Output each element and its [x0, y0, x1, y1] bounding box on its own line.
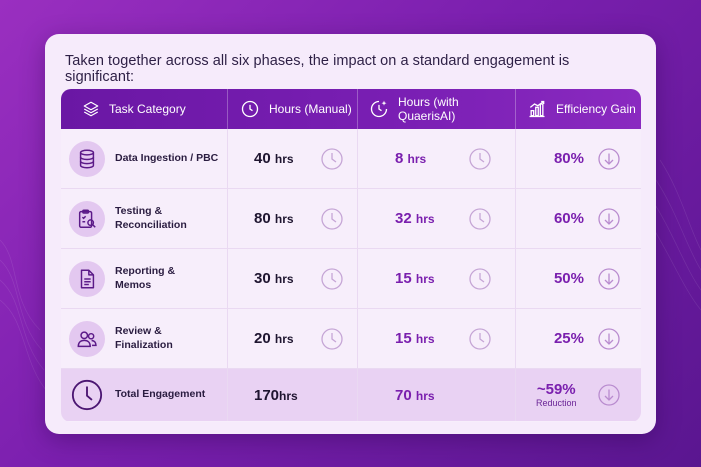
header-label: Hours (with QuaerisAI): [398, 95, 459, 123]
total-gain: ~59% Reduction: [536, 380, 577, 409]
summary-card: Taken together across all six phases, th…: [45, 34, 656, 434]
clock-icon: [321, 327, 343, 350]
quaeris-hours: 15 hrs: [395, 330, 435, 347]
arrow-down-circle-icon: [598, 147, 620, 170]
category-label: Reporting & Memos: [115, 265, 176, 291]
category-label: Testing & Reconciliation: [115, 205, 187, 231]
clock-icon: [321, 147, 343, 170]
manual-hours: 80 hrs: [254, 210, 294, 227]
clipboard-search-icon: [69, 200, 105, 237]
quaeris-hours: 32 hrs: [395, 210, 435, 227]
efficiency-gain: 50%: [553, 270, 584, 287]
header-efficiency-gain: Efficiency Gain: [516, 89, 641, 129]
table-row: Reporting & Memos 30 hrs 15 hrs 50%: [61, 249, 641, 309]
total-manual-hours: 170hrs: [254, 386, 298, 404]
clock-icon: [469, 267, 491, 290]
clock-icon: [321, 267, 343, 290]
category-label: Data Ingestion / PBC: [115, 151, 219, 164]
category-label: Review & Finalization: [115, 325, 173, 351]
header-label: Efficiency Gain: [556, 102, 636, 116]
clock-icon: [469, 147, 491, 170]
arrow-down-circle-icon: [598, 207, 620, 230]
arrow-down-circle-icon: [598, 327, 620, 350]
growth-chart-icon: [529, 100, 545, 118]
headline-text: Taken together across all six phases, th…: [65, 53, 570, 85]
total-row: Total Engagement 170hrs 70 hrs ~59% Redu…: [61, 369, 641, 421]
total-quaeris-hours: 70 hrs: [395, 386, 435, 404]
efficiency-table: Task Category Hours (Manual) Hours (with…: [61, 89, 641, 422]
table-row: Data Ingestion / PBC 40 hrs 8 hrs 80%: [61, 129, 641, 189]
table-row: Review & Finalization 20 hrs 15 hrs 25%: [61, 309, 641, 369]
document-icon: [69, 260, 105, 297]
efficiency-gain: 60%: [553, 210, 584, 227]
header-hours-quaeris: Hours (with QuaerisAI): [358, 89, 516, 129]
total-label: Total Engagement: [115, 388, 206, 401]
layers-icon: [83, 101, 99, 117]
header-label: Hours (Manual): [269, 102, 352, 116]
quaeris-hours: 15 hrs: [395, 270, 435, 287]
header-task-category: Task Category: [61, 89, 228, 129]
database-icon: [69, 140, 105, 177]
clock-icon: [469, 207, 491, 230]
ai-clock-icon: [370, 100, 388, 118]
efficiency-gain: 80%: [553, 150, 584, 167]
header-label: Task Category: [109, 102, 186, 116]
manual-hours: 30 hrs: [254, 270, 294, 287]
table-header: Task Category Hours (Manual) Hours (with…: [61, 89, 641, 129]
clock-icon: [469, 327, 491, 350]
users-icon: [69, 320, 105, 357]
efficiency-gain: 25%: [553, 330, 584, 347]
header-hours-manual: Hours (Manual): [228, 89, 358, 129]
clock-icon: [321, 207, 343, 230]
table-row: Testing & Reconciliation 80 hrs 32 hrs 60…: [61, 189, 641, 249]
arrow-down-circle-icon: [598, 384, 620, 406]
manual-hours: 20 hrs: [254, 330, 294, 347]
manual-hours: 40 hrs: [254, 150, 294, 167]
clock-icon: [69, 377, 105, 413]
clock-icon: [241, 100, 259, 118]
quaeris-hours: 8 hrs: [395, 150, 427, 167]
arrow-down-circle-icon: [598, 267, 620, 290]
